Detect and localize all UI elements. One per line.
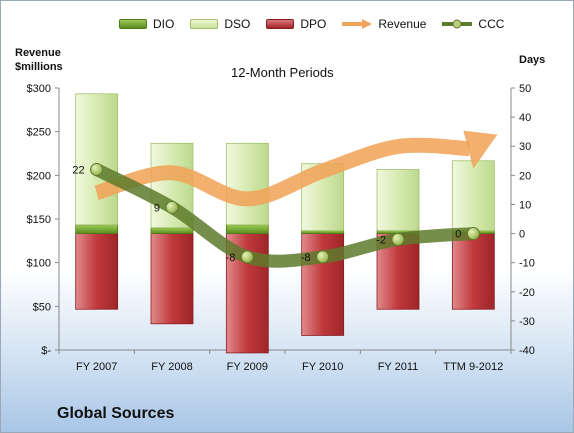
ccc-data-label: 9 — [154, 202, 160, 214]
x-axis-tick-label: FY 2011 — [378, 361, 419, 373]
legend-swatch-dso — [190, 19, 219, 29]
bar-dso — [225, 142, 269, 226]
x-axis-tick-label: FY 2009 — [227, 361, 268, 373]
legend-item-revenue: Revenue — [342, 17, 426, 31]
y-axis-left-tick-label: $150 — [27, 214, 51, 226]
bar-dpo — [150, 233, 194, 325]
y-axis-left-title-line1: Revenue — [15, 47, 61, 59]
legend: DIO DSO DPO Revenue CCC — [119, 15, 504, 33]
company-name: Global Sources — [57, 405, 175, 422]
ccc-point — [391, 232, 405, 246]
legend-swatch-ccc — [442, 19, 473, 29]
y-axis-right-tick-label: 20 — [519, 170, 531, 182]
lines-layer: 22 9 -8 -8 -2 0 — [72, 130, 498, 268]
ccc-data-label: 22 — [72, 165, 84, 177]
x-axis-tick-label: FY 2007 — [76, 361, 117, 373]
legend-item-dso: DSO — [190, 17, 250, 31]
y-axis-right-tick-label: -20 — [519, 287, 535, 299]
ccc-point — [316, 250, 330, 264]
bar-dpo — [451, 233, 495, 310]
revenue-arrowhead — [463, 130, 498, 169]
legend-item-ccc: CCC — [442, 17, 504, 31]
y-axis-left-tick-label: $200 — [27, 170, 51, 182]
ccc-data-label: -2 — [376, 234, 386, 246]
legend-label-revenue: Revenue — [378, 17, 427, 31]
y-axis-left-title-line2: $millions — [15, 61, 63, 73]
x-axis-tick-label: FY 2008 — [151, 361, 192, 373]
bar-dio — [225, 224, 269, 234]
legend-item-dio: DIO — [119, 17, 174, 31]
y-axis-left-tick-label: $- — [41, 345, 51, 357]
y-axis-right-tick-label: 10 — [519, 199, 531, 211]
y-axis-right-tick-label: -10 — [519, 258, 535, 270]
legend-label-dio: DIO — [153, 17, 175, 31]
bar-dpo — [75, 233, 119, 310]
y-axis-right-tick-label: 40 — [519, 112, 531, 124]
ccc-data-label: -8 — [301, 252, 311, 264]
y-axis-left-tick-label: $100 — [27, 258, 51, 270]
legend-item-dpo: DPO — [266, 17, 326, 31]
legend-label-dso: DSO — [224, 17, 251, 31]
y-axis-right-tick-label: 0 — [519, 229, 525, 241]
ccc-point — [240, 250, 254, 264]
x-axis-tick-label: TTM 9-2012 — [443, 361, 503, 373]
legend-swatch-dpo — [266, 19, 295, 29]
revenue-line — [94, 137, 470, 207]
axes-layer: $-$50$100$150$200$250$300-40-30-20-10010… — [27, 83, 535, 373]
bar-dso — [376, 169, 420, 232]
bars-layer — [75, 93, 495, 354]
x-axis-tick-label: FY 2010 — [302, 361, 343, 373]
legend-label-ccc: CCC — [478, 17, 505, 31]
ccc-data-label: -8 — [226, 252, 236, 264]
bar-dso — [451, 160, 495, 232]
bar-dio — [301, 230, 345, 234]
y-axis-left-tick-label: $250 — [27, 127, 51, 139]
legend-swatch-revenue — [342, 19, 373, 29]
y-axis-left-tick-label: $50 — [33, 301, 51, 313]
bar-dso — [75, 93, 119, 226]
bar-dio — [150, 227, 194, 234]
y-axis-right-tick-label: -30 — [519, 316, 535, 328]
y-axis-left-title: Revenue $millions — [15, 46, 63, 74]
y-axis-right-tick-label: 30 — [519, 141, 531, 153]
chart-title: 12-Month Periods — [231, 65, 334, 80]
y-axis-right-tick-label: 50 — [519, 83, 531, 95]
y-axis-right-tick-label: -40 — [519, 345, 535, 357]
ccc-point — [466, 227, 480, 241]
ccc-point — [165, 200, 179, 214]
legend-swatch-dio — [119, 19, 147, 29]
ccc-point — [90, 163, 104, 177]
y-axis-left-tick-label: $300 — [27, 83, 51, 95]
y-axis-right-title: Days — [519, 54, 546, 66]
legend-label-dpo: DPO — [300, 17, 327, 31]
bar-dio — [75, 224, 119, 234]
ccc-data-label: 0 — [455, 229, 461, 241]
